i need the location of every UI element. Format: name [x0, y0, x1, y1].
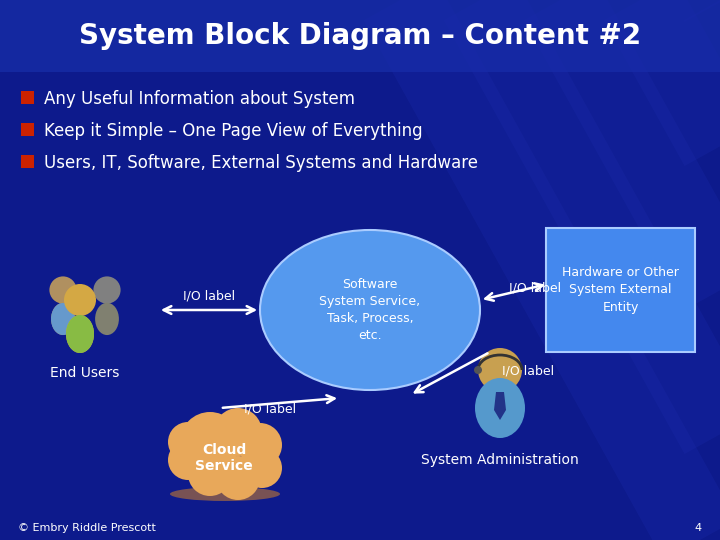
Ellipse shape [95, 303, 119, 335]
Circle shape [50, 276, 76, 303]
Ellipse shape [170, 487, 280, 501]
Text: Any Useful Information about System: Any Useful Information about System [44, 90, 355, 107]
FancyBboxPatch shape [21, 123, 34, 136]
Circle shape [188, 452, 232, 496]
Polygon shape [494, 392, 506, 420]
Ellipse shape [475, 378, 525, 438]
Circle shape [238, 423, 282, 467]
Text: End Users: End Users [50, 366, 120, 380]
Text: I/O label: I/O label [509, 281, 561, 294]
Text: Users, IT, Software, External Systems and Hardware: Users, IT, Software, External Systems an… [44, 153, 478, 172]
Text: I/O label: I/O label [183, 289, 235, 302]
Circle shape [64, 284, 96, 316]
Text: © Embry Riddle Prescott: © Embry Riddle Prescott [18, 523, 156, 533]
Ellipse shape [51, 303, 75, 335]
Circle shape [216, 456, 260, 500]
Text: 4: 4 [695, 523, 702, 533]
Circle shape [94, 276, 121, 303]
Text: Cloud
Service: Cloud Service [195, 443, 253, 473]
Text: Hardware or Other
System External
Entity: Hardware or Other System External Entity [562, 267, 679, 314]
FancyBboxPatch shape [21, 91, 34, 104]
Text: System Administration: System Administration [421, 453, 579, 467]
FancyBboxPatch shape [546, 228, 695, 352]
FancyBboxPatch shape [0, 0, 720, 72]
Text: System Block Diagram – Content #2: System Block Diagram – Content #2 [79, 22, 641, 50]
Ellipse shape [66, 315, 94, 353]
FancyBboxPatch shape [21, 155, 34, 168]
Ellipse shape [66, 315, 94, 353]
Circle shape [478, 348, 522, 392]
Ellipse shape [260, 230, 480, 390]
Ellipse shape [51, 303, 75, 335]
Text: Keep it Simple – One Page View of Everything: Keep it Simple – One Page View of Everyt… [44, 122, 423, 139]
Text: I/O label: I/O label [502, 364, 554, 377]
Text: I/O label: I/O label [244, 402, 296, 415]
Circle shape [168, 422, 208, 462]
Circle shape [214, 408, 262, 456]
Circle shape [474, 366, 482, 374]
Text: Software
System Service,
Task, Process,
etc.: Software System Service, Task, Process, … [320, 278, 420, 342]
Circle shape [242, 448, 282, 488]
Circle shape [168, 440, 208, 480]
Circle shape [180, 412, 240, 472]
